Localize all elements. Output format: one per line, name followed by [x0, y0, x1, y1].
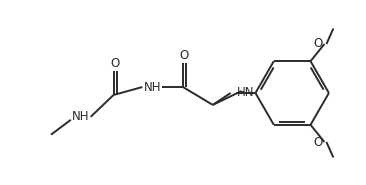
Text: O: O	[179, 49, 188, 62]
Text: HN: HN	[236, 87, 254, 100]
Text: O: O	[314, 137, 323, 149]
Text: O: O	[110, 57, 119, 70]
Text: NH: NH	[72, 110, 90, 123]
Text: NH: NH	[143, 80, 161, 94]
Text: O: O	[314, 36, 323, 50]
